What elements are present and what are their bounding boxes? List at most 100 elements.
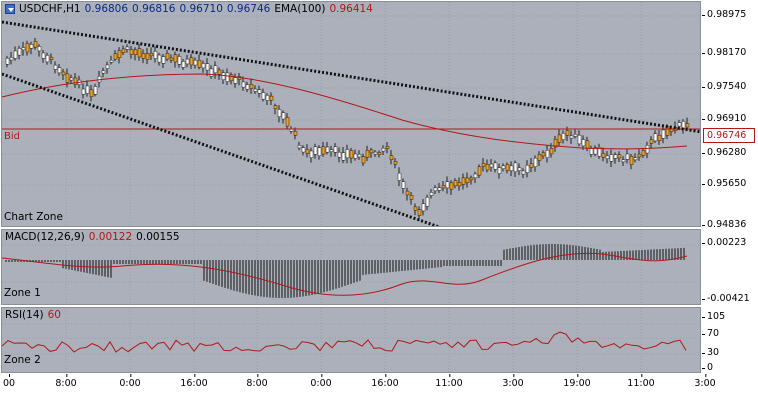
price-tick: 0.96280 [701,147,747,158]
candle [461,177,466,185]
candle [373,151,378,155]
time-axis[interactable]: 00 8:00 0:00 16:00 8:00 0:00 16:00 11:00… [1,374,758,402]
candle [669,128,674,132]
candle [537,154,542,161]
candle [293,131,298,136]
time-tick: 00 [3,374,16,389]
candle [593,147,598,155]
macd-tick: 0.00223 [701,237,747,248]
candle [677,122,682,127]
candle [397,172,402,181]
macd-value-2: 0.00155 [136,231,180,243]
open-value: 0.96806 [84,3,129,15]
candle [525,165,530,173]
main-chart-pane[interactable]: USDCHF,H1 0.96806 0.96816 0.96710 0.9674… [1,1,701,227]
ema-value: 0.96414 [329,3,373,15]
macd-header: MACD(12,26,9) 0.00122 0.00155 [5,231,180,243]
candle [285,117,290,127]
candle [245,84,250,90]
candle [485,164,490,171]
candle [353,153,358,159]
macd-axis[interactable]: 0.00223 -0.00421 [701,229,758,305]
candle [641,150,646,156]
candle [9,57,14,61]
current-price-box: 0.96746 [703,128,755,143]
candle [501,165,506,169]
rsi-pane[interactable]: RSI(14) 60 Zone 2 [1,307,701,373]
candle [69,77,74,81]
candle [533,157,538,167]
candle [681,120,686,129]
price-tick: 0.94836 [701,219,747,230]
macd-pane[interactable]: MACD(12,26,9) 0.00122 0.00155 Zone 1 [1,229,701,305]
time-tick: 3:00 [502,374,524,389]
candle [81,88,86,95]
candle [657,134,662,141]
candle [505,164,510,171]
candle [113,53,118,60]
candle [381,147,386,152]
candle [553,138,558,148]
time-tick: 8:00 [55,374,77,389]
candle [277,109,282,117]
candle [433,187,438,192]
candle [653,133,658,142]
candle [213,65,218,74]
candle [357,154,362,158]
candle [309,150,314,158]
rsi-value: 60 [47,309,61,321]
main-chart-header: USDCHF,H1 0.96806 0.96816 0.96710 0.9674… [5,3,373,15]
time-tick: 3:00 [694,374,716,389]
candle [241,81,246,88]
candle [297,145,302,149]
candle [605,155,610,159]
candle [201,63,206,69]
candle [109,59,114,63]
lower-trendline [2,72,441,226]
candle [557,134,562,143]
candle [257,89,262,94]
candle [489,163,494,168]
candle [289,128,294,132]
candle [437,187,442,191]
chart-zone-label: Chart Zone [4,211,63,223]
candle [633,157,638,161]
candle [473,173,478,179]
candle [21,47,26,51]
candle [117,50,122,58]
candle [333,146,338,153]
candle [173,54,178,63]
candle [261,92,266,100]
ema-line [2,73,688,150]
candle [269,95,274,101]
candle [265,95,270,101]
candle [325,146,330,153]
candle [441,185,446,189]
rsi-label: RSI(14) [5,309,44,321]
candle [169,57,174,61]
candle [89,89,94,97]
candle [457,182,462,187]
rsi-axis[interactable]: 105 70 30 0 [701,307,758,373]
candle [517,167,522,171]
candle [17,48,22,56]
candle [281,112,286,120]
candle [425,197,430,207]
candle [345,149,350,159]
candle [513,162,518,172]
macd-canvas [2,230,700,304]
price-axis[interactable]: 0.98975 0.98170 0.97540 0.96910 0.96280 … [701,1,758,230]
candle [37,46,42,52]
candle [329,149,334,152]
candle [617,154,622,159]
candle [317,147,322,157]
candle [341,152,346,161]
close-value: 0.96746 [226,3,271,15]
macd-signal-line [2,252,688,296]
candle [645,145,650,154]
candle [301,147,306,153]
rsi-tick: 0 [701,362,714,373]
candle [337,151,342,158]
candle [177,56,182,65]
candle [189,57,194,66]
